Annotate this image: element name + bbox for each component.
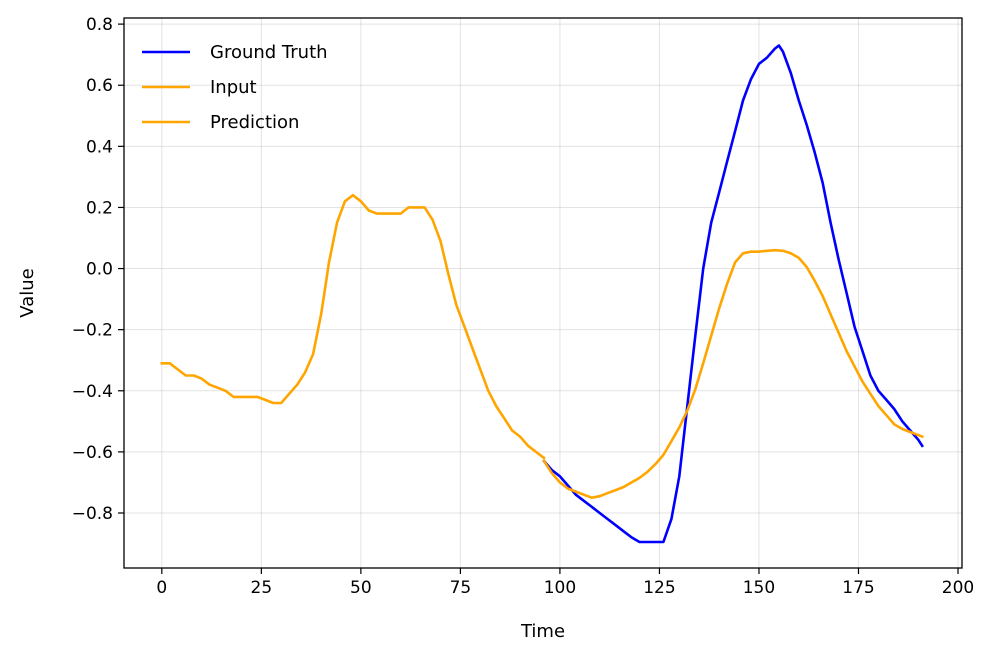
grid <box>124 18 962 568</box>
y-tick-label: −0.2 <box>72 321 113 341</box>
legend-label: Input <box>210 77 257 98</box>
x-tick-label: 50 <box>350 578 372 598</box>
y-tick-label: 0.2 <box>86 198 113 218</box>
legend-label: Prediction <box>210 112 299 133</box>
y-axis-title: Value <box>17 268 38 317</box>
y-tick-label: −0.6 <box>72 443 113 463</box>
x-tick-label: 25 <box>251 578 273 598</box>
y-tick-label: 0.4 <box>86 137 113 157</box>
plot-frame <box>123 17 963 569</box>
x-tick-label: 0 <box>156 578 167 598</box>
y-tick-label: 0.6 <box>86 76 113 96</box>
series-lines <box>160 44 924 544</box>
x-tick-label: 100 <box>544 578 576 598</box>
x-tick-label: 200 <box>942 578 974 598</box>
y-axis: −0.8 −0.6 −0.4 −0.2 0.0 0.2 0.4 0.6 0.8 <box>72 15 124 524</box>
legend: Ground Truth Input Prediction <box>142 42 328 133</box>
x-tick-label: 75 <box>450 578 472 598</box>
x-axis-title: Time <box>520 621 565 642</box>
x-axis: 0 25 50 75 100 125 150 175 200 <box>156 568 974 598</box>
x-tick-label: 175 <box>842 578 874 598</box>
y-tick-label: 0.0 <box>86 260 113 280</box>
y-tick-label: −0.8 <box>72 504 113 524</box>
x-tick-label: 150 <box>743 578 775 598</box>
series-line-prediction <box>542 248 924 500</box>
series-line-input <box>160 193 546 460</box>
legend-label: Ground Truth <box>210 42 328 63</box>
y-tick-label: −0.4 <box>72 382 113 402</box>
x-tick-label: 125 <box>643 578 675 598</box>
y-tick-label: 0.8 <box>86 15 113 35</box>
series-line-ground-truth <box>542 44 924 544</box>
